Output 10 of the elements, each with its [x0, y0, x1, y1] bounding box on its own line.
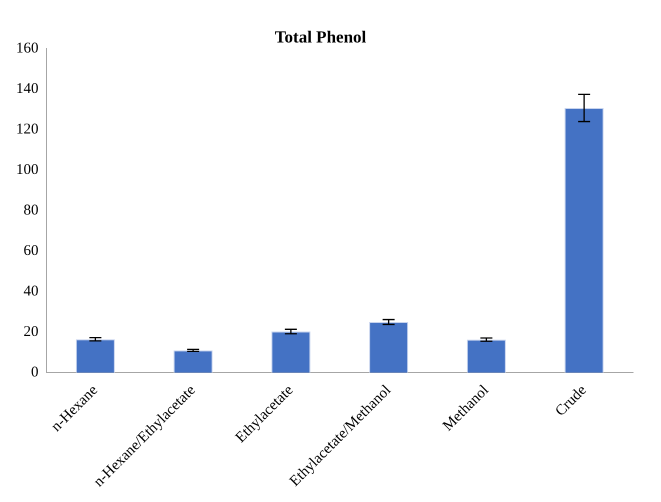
y-tick-label: 20: [24, 324, 38, 340]
y-tick-label: 120: [16, 121, 38, 138]
y-tick-label: 100: [16, 162, 38, 178]
y-tick-label: 80: [24, 202, 38, 218]
y-tick-label: 160: [16, 40, 38, 56]
chart-title: Total Phenol: [274, 28, 367, 47]
y-tick-label: 0: [31, 364, 38, 381]
y-tick-label: 40: [24, 284, 38, 300]
y-tick-label: 60: [24, 243, 38, 260]
y-tick-label: 140: [16, 80, 38, 97]
